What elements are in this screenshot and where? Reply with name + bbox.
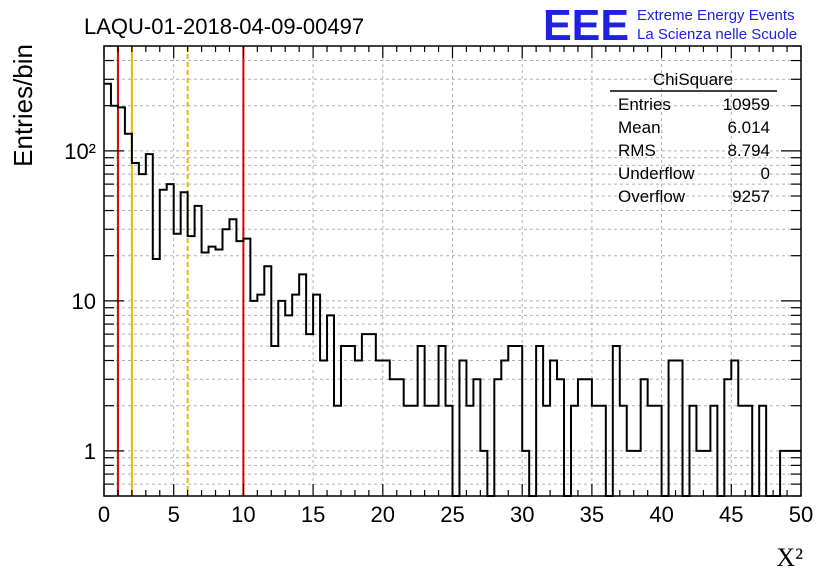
stats-label: Entries bbox=[618, 95, 671, 114]
x-tick-label: 0 bbox=[98, 502, 110, 527]
histogram-series bbox=[104, 82, 801, 497]
x-tick-label: 15 bbox=[301, 502, 325, 527]
logo-line-1: Extreme Energy Events bbox=[637, 7, 795, 24]
y-tick-label: 1 bbox=[84, 439, 96, 464]
y-tick-label: 10 bbox=[72, 289, 96, 314]
x-tick-label: 5 bbox=[168, 502, 180, 527]
stats-label: Underflow bbox=[618, 164, 695, 183]
x-tick-label: 45 bbox=[719, 502, 743, 527]
x-axis-label: X² bbox=[776, 543, 803, 572]
y-tick-labels: 1 10 10² bbox=[64, 139, 96, 464]
stats-label: Overflow bbox=[618, 187, 686, 206]
logo-letters: EEE bbox=[543, 1, 629, 50]
x-tick-label: 50 bbox=[789, 502, 813, 527]
x-tick-label: 30 bbox=[510, 502, 534, 527]
stats-label: Mean bbox=[618, 118, 661, 137]
stats-value: 9257 bbox=[732, 187, 770, 206]
stats-row: RMS 8.794 bbox=[618, 141, 770, 160]
stats-value: 0 bbox=[761, 164, 770, 183]
x-tick-label: 20 bbox=[371, 502, 395, 527]
axis-ticks bbox=[103, 45, 802, 497]
reference-lines bbox=[116, 46, 245, 496]
x-tick-label: 35 bbox=[580, 502, 604, 527]
chart-title: LAQU-01-2018-04-09-00497 bbox=[84, 14, 364, 39]
stats-title: ChiSquare bbox=[653, 70, 733, 89]
y-tick-label: 10² bbox=[64, 139, 96, 164]
stats-value: 8.794 bbox=[727, 141, 770, 160]
stats-label: RMS bbox=[618, 141, 656, 160]
x-tick-label: 25 bbox=[440, 502, 464, 527]
x-tick-label: 40 bbox=[649, 502, 673, 527]
stats-row: Entries 10959 bbox=[618, 95, 770, 114]
x-tick-labels: 0 5 10 15 20 25 30 35 40 45 50 bbox=[98, 502, 813, 527]
stats-row: Underflow 0 bbox=[618, 164, 770, 183]
stats-row: Overflow 9257 bbox=[618, 187, 770, 206]
stats-row: Mean 6.014 bbox=[618, 118, 770, 137]
y-axis-label: Entries/bin bbox=[8, 44, 38, 167]
x-tick-label: 10 bbox=[231, 502, 255, 527]
stats-box: ChiSquare Entries 10959 Mean 6.014 RMS 8… bbox=[610, 70, 777, 206]
stats-value: 10959 bbox=[723, 95, 770, 114]
logo-line-2: La Scienza nelle Scuole bbox=[637, 26, 797, 43]
stats-value: 6.014 bbox=[727, 118, 770, 137]
eee-logo: EEE Extreme Energy Events La Scienza nel… bbox=[543, 1, 797, 50]
